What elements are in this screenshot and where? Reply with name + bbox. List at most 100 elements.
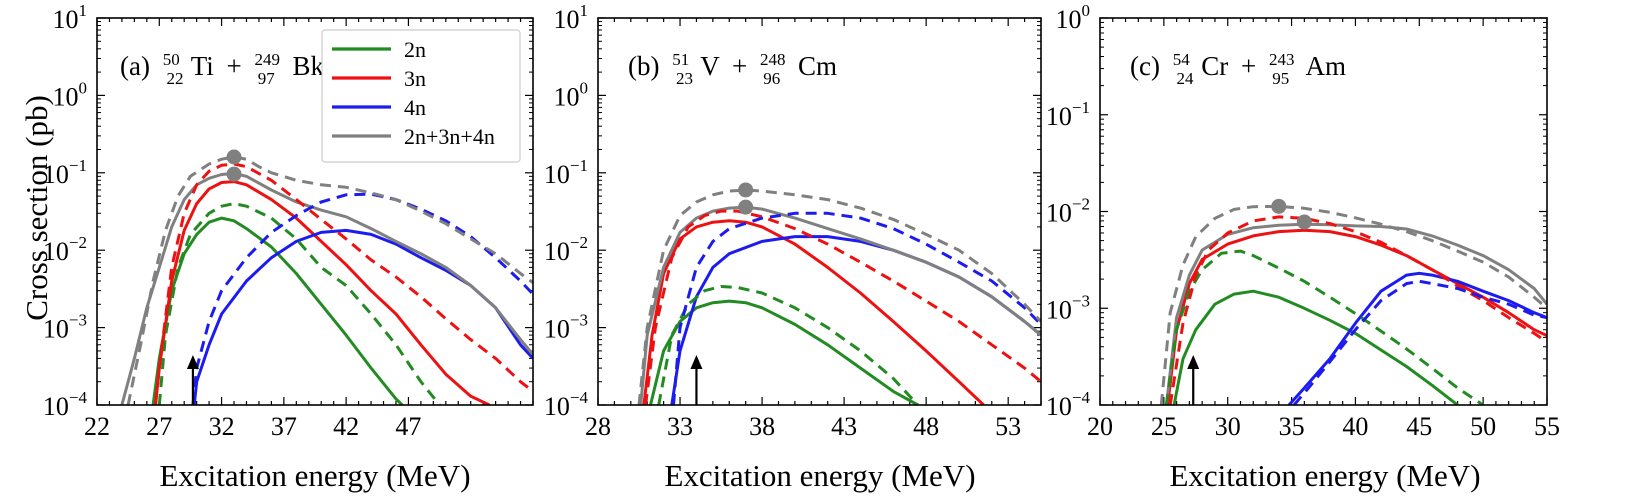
x-tick-label: 50 xyxy=(1470,412,1496,441)
series-line-sum-solid xyxy=(120,172,533,405)
series-line-3n-solid xyxy=(154,180,491,405)
series-line-2n-dashed xyxy=(157,202,441,405)
x-tick-label: 48 xyxy=(913,412,939,441)
panel-c-title: (c) 54 24 Cr + 243 95 Am xyxy=(1130,41,1346,90)
panel-a-frame xyxy=(96,17,534,406)
panel-b-projectile-element: V xyxy=(700,51,720,81)
threshold-arrow xyxy=(186,355,199,405)
x-tick-label: 47 xyxy=(395,412,421,441)
panel-a-target-charge: 97 xyxy=(258,69,276,88)
max-marker xyxy=(738,199,754,215)
x-tick-label: 20 xyxy=(1087,412,1113,441)
y-tick-label: 10−1 xyxy=(43,156,87,189)
x-tick-label: 33 xyxy=(667,412,693,441)
panel-b-x-axis-label: Excitation energy (MeV) xyxy=(664,458,975,493)
panel-a-plus: + xyxy=(227,51,242,81)
series-line-4n-solid xyxy=(670,235,1041,405)
legend-label-2n: 2n xyxy=(404,37,426,62)
series-line-2n-solid xyxy=(649,299,919,405)
series-line-4n-solid xyxy=(192,228,533,405)
series-line-2n-solid xyxy=(151,216,404,405)
y-tick-label: 101 xyxy=(53,1,88,34)
panel-c-tick-labels: 20 25 30 35 40 45 50 55 10−4 10−3 10−2 10−1 100 xyxy=(1046,1,1560,441)
x-tick-label: 30 xyxy=(1215,412,1241,441)
series-line-sum-dashed xyxy=(126,155,533,405)
panel-a-plot-area xyxy=(120,149,533,405)
series-line-4n-dashed xyxy=(672,211,1041,405)
y-tick-label: 100 xyxy=(554,78,589,111)
x-tick-label: 53 xyxy=(995,412,1021,441)
series-line-3n-dashed xyxy=(644,209,1041,405)
panel-b-projectile-mass: 51 xyxy=(672,50,689,69)
series-line-sum-solid xyxy=(1164,222,1547,405)
max-marker xyxy=(1271,198,1287,214)
panel-a-x-axis-label: Excitation energy (MeV) xyxy=(159,458,470,493)
panel-a: 22 27 32 37 42 47 10−4 10−3 10−2 10−1 100 101 (a) 5… xyxy=(43,1,534,493)
panel-c-projectile-mass: 54 xyxy=(1173,50,1191,69)
y-tick-label: 10−2 xyxy=(43,233,87,266)
y-tick-label: 10−3 xyxy=(43,311,87,344)
panel-a-projectile-mass: 50 xyxy=(163,50,180,69)
panel-b-plot-area xyxy=(637,182,1041,405)
max-marker xyxy=(738,182,754,198)
series-line-3n-dashed xyxy=(1168,215,1547,405)
legend-box xyxy=(321,29,521,163)
x-tick-label: 35 xyxy=(1279,412,1305,441)
y-tick-label: 100 xyxy=(1056,1,1091,34)
panel-a-projectile-element: Ti xyxy=(191,51,214,81)
panel-c-target-mass: 243 xyxy=(1269,50,1295,69)
y-tick-label: 10−4 xyxy=(43,388,88,421)
series-line-2n-solid xyxy=(1172,289,1459,405)
x-tick-label: 32 xyxy=(209,412,235,441)
panel-c-series xyxy=(1159,204,1547,405)
panel-b-label: (b) xyxy=(628,51,659,81)
panel-b-target-charge: 96 xyxy=(763,69,780,88)
x-tick-label: 22 xyxy=(84,412,110,441)
y-tick-label: 10−3 xyxy=(1046,291,1090,324)
x-tick-label: 28 xyxy=(585,412,611,441)
legend-label-sum: 2n+3n+4n xyxy=(404,124,495,149)
panel-c: 20 25 30 35 40 45 50 55 10−4 10−3 10−2 10−1 100 (c) … xyxy=(1046,1,1560,493)
x-tick-label: 40 xyxy=(1342,412,1368,441)
legend: 2n 3n 4n 2n+3n+4n xyxy=(321,29,521,163)
panel-c-target-charge: 95 xyxy=(1272,69,1289,88)
panel-a-tick-labels: 22 27 32 37 42 47 10−4 10−3 10−2 10−1 100 101 xyxy=(43,1,422,441)
y-tick-label: 10−1 xyxy=(544,156,588,189)
series-line-4n-dashed xyxy=(1292,279,1547,405)
x-tick-label: 42 xyxy=(333,412,359,441)
panel-a-label: (a) xyxy=(120,51,150,81)
x-tick-label: 55 xyxy=(1534,412,1560,441)
x-tick-label: 25 xyxy=(1151,412,1177,441)
max-marker xyxy=(1296,214,1312,230)
panel-c-target-element: Am xyxy=(1305,51,1346,81)
panel-c-x-axis-label: Excitation energy (MeV) xyxy=(1169,458,1480,493)
panel-b-projectile-charge: 23 xyxy=(676,69,693,88)
panel-b-target-element: Cm xyxy=(798,51,837,81)
y-tick-label: 10−1 xyxy=(1046,98,1090,131)
x-tick-label: 37 xyxy=(271,412,297,441)
series-line-sum-solid xyxy=(639,205,1041,405)
panel-b-frame xyxy=(597,17,1042,406)
panel-a-title: (a) 50 22 Ti + 249 97 Bk xyxy=(120,41,325,90)
threshold-arrow xyxy=(690,355,703,405)
panel-c-projectile-charge: 24 xyxy=(1176,69,1194,88)
y-tick-label: 10−2 xyxy=(1046,195,1090,228)
series-line-4n-solid xyxy=(1287,271,1547,405)
panel-c-label: (c) xyxy=(1130,51,1160,81)
panel-b-target-mass: 248 xyxy=(760,50,786,69)
series-line-3n-dashed xyxy=(154,162,533,405)
y-tick-label: 101 xyxy=(554,1,589,34)
panel-b-tick-labels: 28 33 38 43 48 53 10−4 10−3 10−2 10−1 100 101 xyxy=(544,1,1021,441)
y-tick-label: 10−2 xyxy=(544,233,588,266)
x-tick-label: 45 xyxy=(1406,412,1432,441)
panel-c-plus: + xyxy=(1241,51,1256,81)
panel-b-plus: + xyxy=(732,51,747,81)
y-tick-label: 100 xyxy=(53,78,88,111)
x-tick-label: 27 xyxy=(146,412,172,441)
max-marker xyxy=(226,149,242,165)
x-tick-label: 38 xyxy=(749,412,775,441)
panel-a-series xyxy=(120,155,533,405)
panel-a-target-mass: 249 xyxy=(255,50,281,69)
y-tick-label: 10−4 xyxy=(544,388,589,421)
y-tick-label: 10−3 xyxy=(544,311,588,344)
